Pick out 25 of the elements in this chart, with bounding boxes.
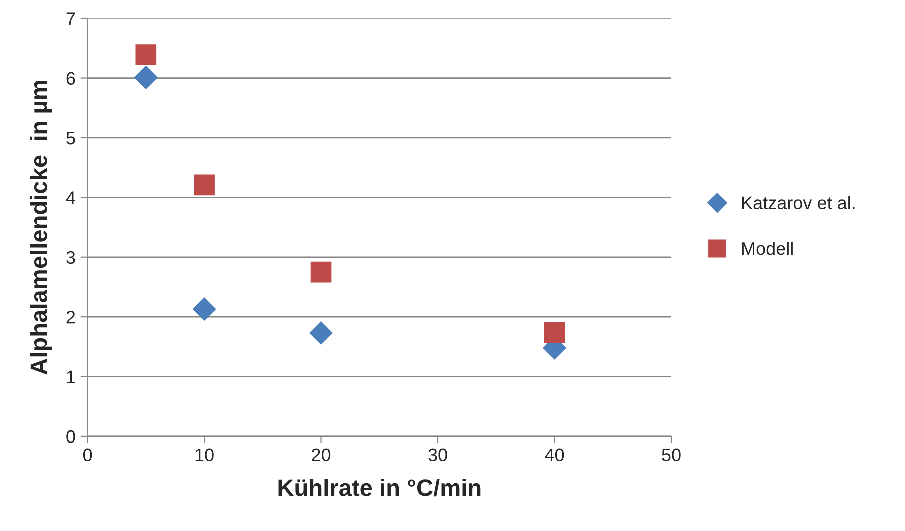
x-tick-label: 30 (428, 448, 448, 462)
y-tick-label: 1 (67, 370, 76, 384)
point (194, 174, 215, 196)
y-tick-label: 0 (66, 430, 76, 444)
x-tick-label: 50 (662, 448, 681, 462)
y-tick-label: 7 (66, 12, 76, 26)
x-tick-label: 40 (545, 448, 564, 462)
x-tick-label: 10 (196, 448, 214, 462)
point (134, 66, 158, 90)
x-axis-title: Kühlrate in °C/min (278, 479, 481, 497)
point (310, 322, 333, 345)
y-tick-label: 2 (66, 311, 76, 324)
point (193, 298, 216, 321)
point (310, 262, 332, 283)
y-tick-label: 5 (66, 132, 76, 145)
y-tick-label: 3 (66, 251, 76, 264)
x-tick-label: 0 (83, 448, 92, 462)
point (544, 322, 566, 344)
x-tick-label: 20 (312, 448, 331, 462)
y-tick-label: 4 (66, 192, 76, 204)
y-tick-label: 6 (66, 72, 76, 86)
legend-label: Katzarov et al. (742, 196, 855, 210)
y-axis-title: Alphalamellendicke in µm (30, 81, 52, 375)
point (136, 44, 157, 66)
legend-label: Modell (742, 242, 793, 256)
